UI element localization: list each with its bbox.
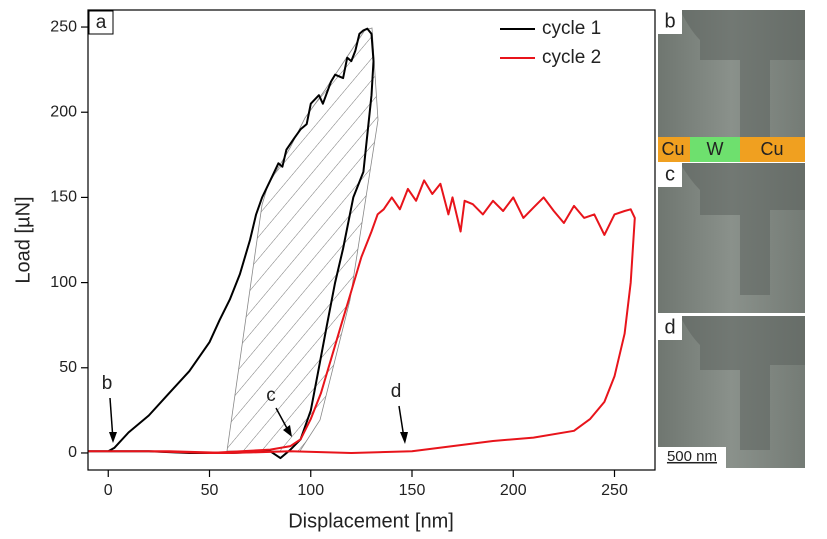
x-tick-label: 50 — [201, 482, 219, 499]
panel-label: c — [665, 163, 675, 185]
plot — [88, 27, 636, 460]
legend-label: cycle 2 — [542, 47, 601, 68]
data-line — [88, 179, 636, 454]
material-cu — [658, 137, 690, 162]
x-axis-label: Displacement [nm] — [288, 510, 454, 532]
legend-label: cycle 1 — [542, 18, 601, 39]
panel-label-box — [658, 163, 682, 187]
panel-label: b — [664, 10, 675, 32]
micrograph-feature — [658, 163, 805, 295]
material-cu — [740, 137, 805, 162]
arrow-head — [283, 425, 292, 437]
annotation: d — [391, 381, 402, 402]
micrographs: Cu W Cu b c d 500 nm — [658, 10, 805, 468]
x-tick-label: 150 — [399, 482, 426, 499]
y-tick-label: 250 — [50, 18, 77, 35]
data-line — [88, 27, 375, 460]
plot-frame — [87, 9, 656, 471]
x-tick-label: 200 — [500, 482, 527, 499]
annotation: b — [102, 373, 113, 394]
material-label: Cu — [661, 139, 684, 159]
x-tick-label: 0 — [104, 482, 113, 499]
scale-bar: 500 nm — [667, 448, 717, 465]
annotation: c — [266, 385, 276, 406]
panel-label: d — [664, 316, 675, 338]
micrograph-feature — [658, 316, 805, 450]
panel-label-box — [658, 316, 682, 340]
panel-a-box — [88, 10, 114, 35]
y-tick-label: 200 — [50, 103, 77, 120]
panel-label-box — [658, 10, 682, 34]
arrow-head — [400, 432, 408, 444]
material-label: Cu — [760, 139, 783, 159]
y-tick-label: 150 — [50, 189, 77, 206]
x-tick-label: 100 — [297, 482, 324, 499]
x-tick-label: 250 — [601, 482, 628, 499]
micrograph-feature — [658, 10, 805, 140]
y-tick-label: 0 — [68, 444, 77, 461]
arrow-head — [109, 432, 117, 443]
material-w — [690, 137, 740, 162]
panel-label: a — [96, 12, 107, 33]
y-tick-label: 50 — [59, 359, 77, 376]
material-label: W — [707, 139, 724, 159]
y-tick-label: 100 — [50, 274, 77, 291]
y-axis-label: Load [µN] — [12, 196, 34, 283]
scale-bar-box — [658, 447, 726, 468]
